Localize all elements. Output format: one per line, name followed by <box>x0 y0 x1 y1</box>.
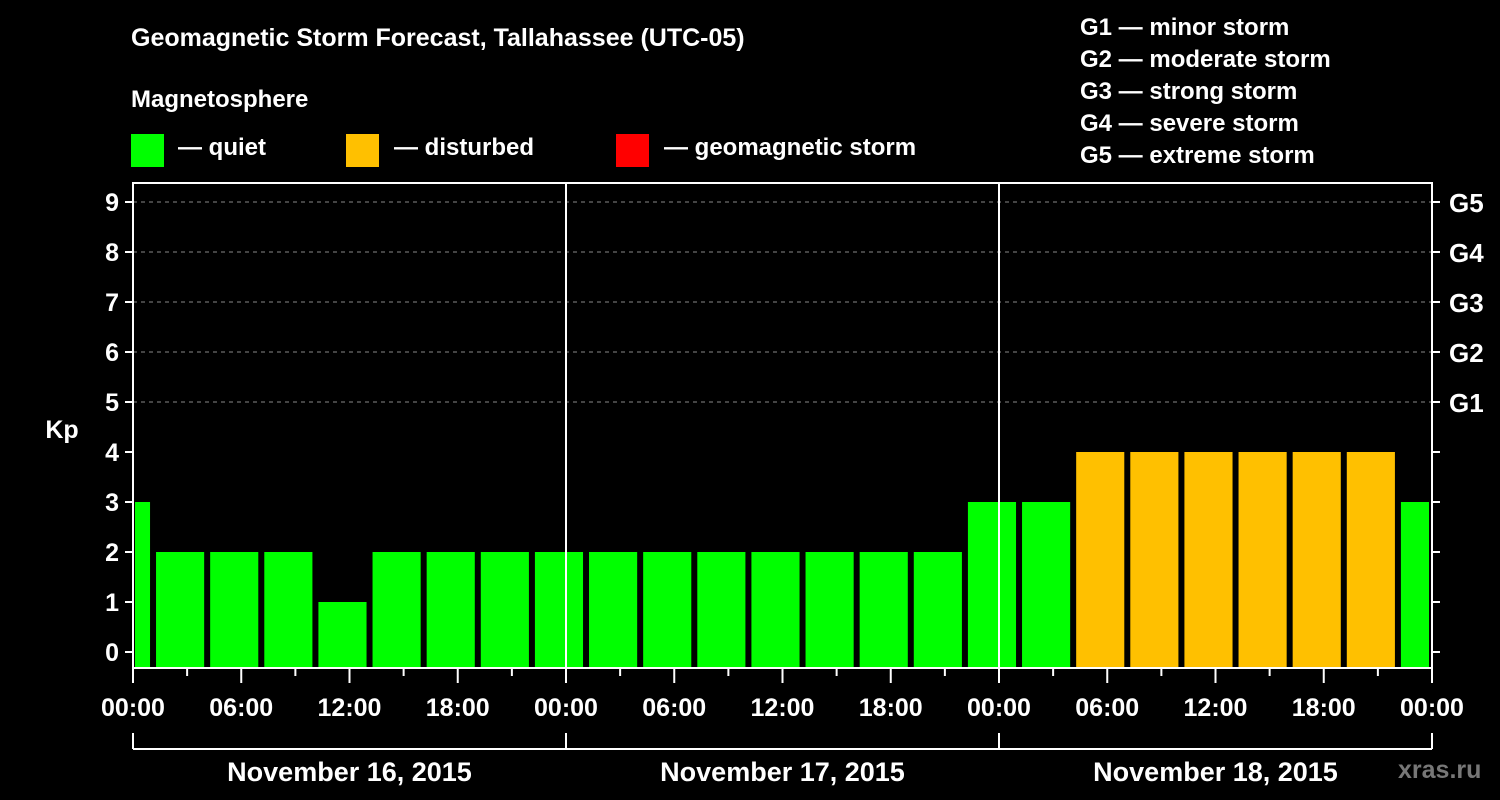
g-scale-g2: G2 — moderate storm <box>1080 46 1331 73</box>
y-tick-label: 4 <box>105 439 119 467</box>
kp-bar <box>534 552 584 668</box>
date-label: November 16, 2015 <box>227 757 472 787</box>
legend-label-quiet: — quiet <box>178 134 266 161</box>
kp-bar <box>967 502 1017 668</box>
kp-bar <box>589 552 638 668</box>
x-tick-label: 18:00 <box>859 694 923 722</box>
x-tick-label: 18:00 <box>426 694 490 722</box>
kp-bar <box>1022 502 1071 668</box>
kp-bar <box>1076 452 1125 668</box>
x-tick-label: 00:00 <box>534 694 598 722</box>
legend-swatch-disturbed <box>346 134 379 167</box>
y-tick-label: 1 <box>105 589 119 617</box>
kp-bar <box>318 602 367 668</box>
kp-bar <box>1184 452 1233 668</box>
g-scale-g5: G5 — extreme storm <box>1080 142 1315 169</box>
kp-bar <box>1292 452 1341 668</box>
g-level-label: G5 <box>1449 188 1484 218</box>
kp-bar <box>697 552 746 668</box>
kp-bar <box>805 552 854 668</box>
kp-bar <box>859 552 908 668</box>
kp-bar <box>210 552 259 668</box>
y-tick-label: 8 <box>105 239 119 267</box>
kp-bar <box>1346 452 1395 668</box>
kp-bar <box>372 552 421 668</box>
y-tick-label: 3 <box>105 489 119 517</box>
g-scale-g4: G4 — severe storm <box>1080 110 1299 137</box>
y-axis-label: Kp <box>45 416 78 444</box>
legend-label-disturbed: — disturbed <box>394 134 535 161</box>
kp-bar <box>751 552 800 668</box>
chart-title: Geomagnetic Storm Forecast, Tallahassee … <box>131 24 745 52</box>
g-scale-g3: G3 — strong storm <box>1080 78 1298 105</box>
g-scale-g1: G1 — minor storm <box>1080 14 1290 41</box>
kp-bar <box>426 552 475 668</box>
y-tick-label: 2 <box>105 539 119 567</box>
x-tick-label: 18:00 <box>1292 694 1356 722</box>
kp-bar <box>264 552 313 668</box>
x-tick-label: 12:00 <box>318 694 382 722</box>
g-level-label: G1 <box>1449 388 1484 418</box>
kp-bar <box>1130 452 1179 668</box>
date-label: November 18, 2015 <box>1093 757 1338 787</box>
x-tick-label: 06:00 <box>642 694 706 722</box>
legend-swatch-quiet <box>131 134 164 167</box>
g-level-label: G4 <box>1449 238 1484 268</box>
x-tick-label: 12:00 <box>1184 694 1248 722</box>
y-tick-label: 7 <box>105 289 119 317</box>
kp-bar <box>913 552 962 668</box>
legend-label-storm: — geomagnetic storm <box>664 134 917 161</box>
y-tick-label: 6 <box>105 339 119 367</box>
x-tick-label: 00:00 <box>967 694 1031 722</box>
x-tick-label: 06:00 <box>209 694 273 722</box>
kp-bar <box>1238 452 1287 668</box>
g-level-label: G2 <box>1449 338 1484 368</box>
kp-bar <box>643 552 692 668</box>
y-tick-label: 0 <box>105 639 119 667</box>
legend-title: Magnetosphere <box>131 86 309 113</box>
legend-swatch-storm <box>616 134 649 167</box>
kp-bar <box>480 552 529 668</box>
x-tick-label: 00:00 <box>1400 694 1464 722</box>
kp-bar <box>1400 502 1429 668</box>
y-tick-label: 5 <box>105 389 119 417</box>
watermark: xras.ru <box>1398 756 1482 784</box>
x-tick-label: 06:00 <box>1075 694 1139 722</box>
kp-bar <box>156 552 205 668</box>
kp-bar <box>135 502 151 668</box>
y-tick-label: 9 <box>105 189 119 217</box>
date-label: November 17, 2015 <box>660 757 905 787</box>
g-level-label: G3 <box>1449 288 1484 318</box>
x-tick-label: 12:00 <box>751 694 815 722</box>
x-tick-label: 00:00 <box>101 694 165 722</box>
